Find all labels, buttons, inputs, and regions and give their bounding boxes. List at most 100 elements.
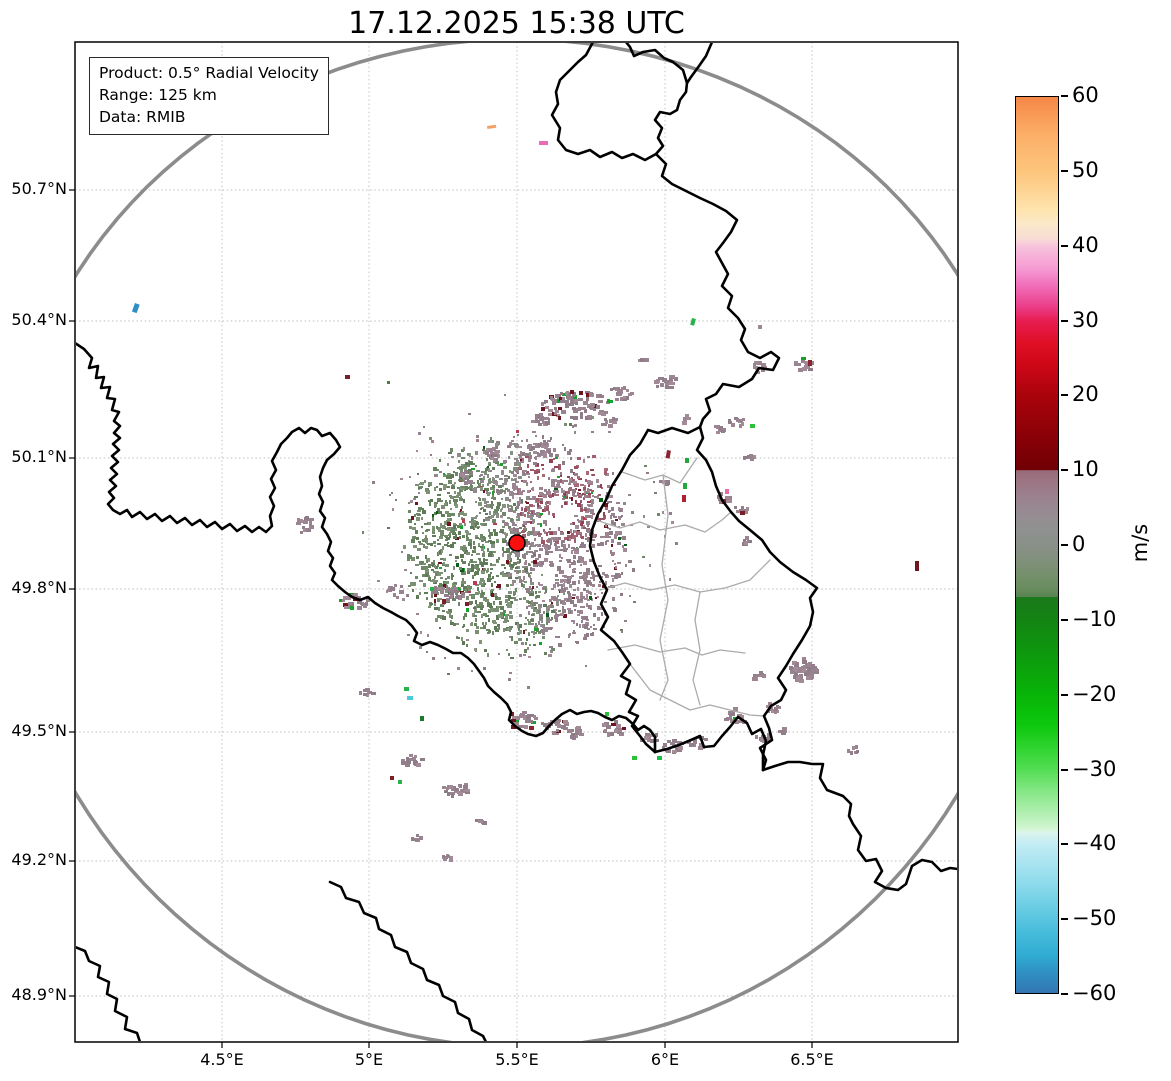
echo-pixel: [400, 478, 403, 480]
echo-pixel: [528, 605, 531, 607]
echo-pixel: [527, 647, 529, 650]
echo-pixel: [555, 582, 559, 584]
echo-pixel: [519, 488, 521, 492]
echo-pixel: [447, 463, 449, 466]
echo-pixel: [589, 406, 592, 409]
echo-pixel: [453, 525, 456, 529]
echo-pixel: [475, 819, 478, 822]
echo-pixel: [546, 507, 549, 511]
echo-pixel: [492, 631, 494, 635]
echo-pixel: [513, 479, 517, 481]
echo-pixel: [405, 763, 410, 767]
echo-pixel: [488, 529, 490, 532]
echo-pixel: [538, 621, 540, 625]
echo-pixel: [615, 418, 618, 421]
echo-pixel: [517, 491, 520, 495]
echo-pixel: [568, 483, 571, 485]
echo-pixel: [502, 520, 505, 522]
lon-tick-label: 6.5°E: [790, 1050, 834, 1069]
echo-pixel: [526, 496, 530, 500]
echo-pixel: [545, 502, 547, 505]
echo-pixel: [343, 596, 348, 600]
echo-pixel: [415, 838, 420, 842]
echo-pixel: [459, 596, 462, 600]
echo-pixel: [417, 473, 419, 475]
echo-pixel: [718, 498, 721, 501]
echo-pixel: [420, 482, 424, 485]
echo-pixel: [526, 502, 529, 504]
echo-pixel: [555, 456, 558, 459]
echo-pixel: [544, 446, 548, 449]
echo-pixel: [517, 570, 521, 573]
echo-pixel: [593, 408, 596, 411]
echo-pixel: [411, 837, 414, 841]
echo-pixel: [782, 727, 787, 730]
echo-pixel: [462, 547, 466, 551]
echo-pixel: [550, 650, 553, 653]
echo-pixel: [462, 578, 464, 582]
echo-pixel: [576, 623, 578, 626]
echo-pixel: [428, 577, 431, 581]
echo-pixel: [573, 560, 575, 563]
echo-pixel: [463, 581, 466, 584]
echo-pixel: [479, 640, 482, 644]
echo-pixel: [351, 594, 354, 597]
echo-pixel: [401, 761, 406, 765]
echo-pixel: [758, 361, 762, 365]
echo-pixel: [461, 559, 463, 562]
echo-pixel: [476, 553, 480, 555]
echo-pixel: [519, 579, 522, 583]
colorbar-tick-label: 10: [1072, 457, 1099, 482]
echo-pixel: [793, 667, 798, 671]
echo-pixel: [612, 417, 615, 421]
echo-pixel: [451, 513, 455, 516]
echo-pixel: [523, 654, 526, 656]
echo-pixel: [520, 460, 524, 463]
echo-pixel: [589, 596, 592, 600]
echo-pixel: [571, 620, 574, 622]
echo-pixel: [491, 515, 494, 518]
echo-pixel: [546, 540, 549, 542]
echo-pixel: [474, 615, 477, 617]
echo-pixel: [558, 599, 561, 601]
echo-pixel: [540, 507, 542, 509]
echo-pixel: [579, 572, 582, 574]
echo-pixel: [503, 610, 506, 613]
colorbar-tick-mark: [1061, 693, 1068, 696]
echo-pixel: [473, 489, 477, 493]
echo-pixel: [611, 507, 614, 511]
echo-pixel: [603, 512, 605, 516]
echo-pixel: [555, 454, 559, 457]
echo-pixel: [569, 584, 572, 587]
echo-pixel: [583, 487, 586, 490]
region-border: [692, 591, 701, 706]
echo-pixel: [693, 739, 697, 742]
echo-pixel: [518, 446, 522, 448]
echo-pixel: [434, 475, 437, 477]
echo-pixel: [486, 467, 489, 471]
echo-pixel: [766, 705, 771, 708]
echo-pixel: [555, 574, 558, 577]
echo-pixel: [532, 568, 535, 571]
echo-pixel: [581, 516, 584, 520]
echo-pixel: [527, 515, 531, 518]
echo-pixel: [403, 545, 406, 549]
echo-pixel: [565, 404, 569, 408]
echo-pixel: [541, 537, 543, 540]
echo-pixel: [541, 464, 544, 466]
echo-pixel: [535, 544, 539, 546]
echo-pixel: [476, 522, 479, 525]
echo-pixel: [575, 641, 578, 643]
echo-pixel: [521, 531, 525, 533]
echo-pixel: [436, 587, 441, 590]
echo-pixel: [569, 497, 572, 499]
echo-pixel: [547, 491, 551, 495]
echo-pixel: [577, 560, 580, 563]
echo-pixel: [483, 613, 487, 616]
echo-pixel: [445, 511, 449, 514]
echo-pixel: [558, 464, 561, 468]
echo-pixel: [433, 541, 436, 543]
echo-pixel: [540, 450, 545, 454]
echo-pixel: [677, 741, 682, 745]
